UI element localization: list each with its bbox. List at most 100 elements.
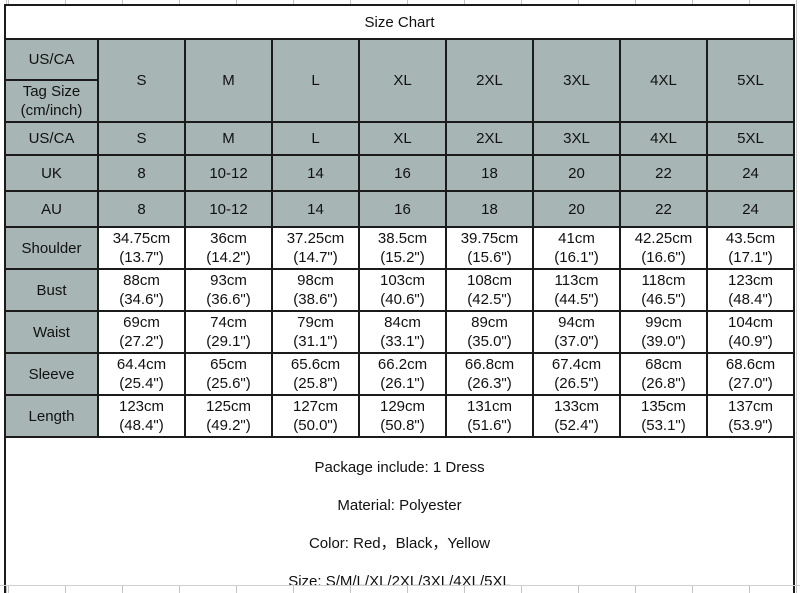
cell: 135cm (53.1")	[619, 394, 708, 438]
cell: XL	[358, 121, 447, 156]
cell: 94cm (37.0")	[532, 310, 621, 354]
cell: 36cm (14.2")	[184, 226, 273, 270]
header-size-3xl: 3XL	[532, 38, 621, 123]
cell: 18	[445, 154, 534, 192]
row-label: US/CA	[4, 121, 99, 156]
header-size-xl: XL	[358, 38, 447, 123]
header-size-2xl: 2XL	[445, 38, 534, 123]
cell: 65cm (25.6")	[184, 352, 273, 396]
spreadsheet-gridline-right	[796, 0, 797, 593]
cell: 39.75cm (15.6")	[445, 226, 534, 270]
size-chart-table: Size Chart US/CA S M L XL 2XL 3XL 4XL 5X…	[3, 4, 796, 593]
header-size-l: L	[271, 38, 360, 123]
table-row-waist: Waist 69cm (27.2") 74cm (29.1") 79cm (31…	[4, 310, 796, 354]
cell: 34.75cm (13.7")	[97, 226, 186, 270]
cell: 43.5cm (17.1")	[705, 226, 796, 270]
cell: 10-12	[184, 154, 273, 192]
cell: 41cm (16.1")	[532, 226, 621, 270]
cell: 99cm (39.0")	[619, 310, 708, 354]
header-size-4xl: 4XL	[619, 38, 708, 123]
table-row-shoulder: Shoulder 34.75cm (13.7") 36cm (14.2") 37…	[4, 226, 796, 270]
cell: 5XL	[705, 121, 796, 156]
notes-row: Package include: 1 Dress Material: Polye…	[3, 436, 796, 593]
table-row-uk: UK 8 10-12 14 16 18 20 22 24	[4, 154, 796, 192]
cell: 3XL	[532, 121, 621, 156]
cell: 66.2cm (26.1")	[358, 352, 447, 396]
table-row-sleeve: Sleeve 64.4cm (25.4") 65cm (25.6") 65.6c…	[4, 352, 796, 396]
cell: 108cm (42.5")	[445, 268, 534, 312]
header-corner-tag-size: Tag Size (cm/inch)	[4, 79, 99, 123]
cell: 98cm (38.6")	[271, 268, 360, 312]
cell: 66.8cm (26.3")	[445, 352, 534, 396]
cell: 14	[271, 154, 360, 192]
cell: 123cm (48.4")	[97, 394, 186, 438]
cell: 127cm (50.0")	[271, 394, 360, 438]
notes-cell: Package include: 1 Dress Material: Polye…	[3, 436, 796, 593]
cell: 24	[705, 190, 796, 228]
cell: 113cm (44.5")	[532, 268, 621, 312]
table-row-au: AU 8 10-12 14 16 18 20 22 24	[4, 190, 796, 228]
cell: 14	[271, 190, 360, 228]
header-size-5xl: 5XL	[705, 38, 796, 123]
cell: 103cm (40.6")	[358, 268, 447, 312]
cell: 123cm (48.4")	[705, 268, 796, 312]
cell: 131cm (51.6")	[445, 394, 534, 438]
cell: 69cm (27.2")	[97, 310, 186, 354]
cell: 18	[445, 190, 534, 228]
cell: S	[97, 121, 186, 156]
cell: 68cm (26.8")	[619, 352, 708, 396]
cell: L	[271, 121, 360, 156]
table-row-usca: US/CA S M L XL 2XL 3XL 4XL 5XL	[4, 121, 796, 156]
row-label: Bust	[4, 268, 99, 312]
row-label: UK	[4, 154, 99, 192]
title-row: Size Chart	[3, 4, 796, 40]
cell: 22	[619, 154, 708, 192]
spreadsheet-gridlines-top	[0, 0, 800, 4]
cell: 42.25cm (16.6")	[619, 226, 708, 270]
table-title: Size Chart	[3, 4, 796, 40]
cell: 16	[358, 154, 447, 192]
cell: 65.6cm (25.8")	[271, 352, 360, 396]
cell: 20	[532, 154, 621, 192]
table-row-bust: Bust 88cm (34.6") 93cm (36.6") 98cm (38.…	[4, 268, 796, 312]
cell: 67.4cm (26.5")	[532, 352, 621, 396]
note-color: Color: Red，Black，Yellow	[308, 535, 491, 552]
cell: 37.25cm (14.7")	[271, 226, 360, 270]
header-row-1: US/CA S M L XL 2XL 3XL 4XL 5XL	[4, 38, 796, 123]
cell: 79cm (31.1")	[271, 310, 360, 354]
cell: 104cm (40.9")	[705, 310, 796, 354]
cell: 10-12	[184, 190, 273, 228]
cell: M	[184, 121, 273, 156]
cell: 64.4cm (25.4")	[97, 352, 186, 396]
cell: 84cm (33.1")	[358, 310, 447, 354]
header-size-s: S	[97, 38, 186, 123]
spreadsheet-gridlines-bottom	[0, 585, 800, 593]
cell: 89cm (35.0")	[445, 310, 534, 354]
cell: 24	[705, 154, 796, 192]
cell: 88cm (34.6")	[97, 268, 186, 312]
cell: 8	[97, 154, 186, 192]
header-row-2: Tag Size (cm/inch)	[4, 79, 794, 123]
cell: 125cm (49.2")	[184, 394, 273, 438]
cell: 22	[619, 190, 708, 228]
cell: 20	[532, 190, 621, 228]
note-material: Material: Polyester	[337, 497, 462, 514]
table-row-length: Length 123cm (48.4") 125cm (49.2") 127cm…	[4, 394, 796, 438]
cell: 8	[97, 190, 186, 228]
row-label: Sleeve	[4, 352, 99, 396]
cell: 133cm (52.4")	[532, 394, 621, 438]
cell: 4XL	[619, 121, 708, 156]
cell: 137cm (53.9")	[705, 394, 796, 438]
cell: 2XL	[445, 121, 534, 156]
cell: 93cm (36.6")	[184, 268, 273, 312]
row-label: AU	[4, 190, 99, 228]
cell: 16	[358, 190, 447, 228]
cell: 38.5cm (15.2")	[358, 226, 447, 270]
cell: 129cm (50.8")	[358, 394, 447, 438]
row-label: Length	[4, 394, 99, 438]
cell: 118cm (46.5")	[619, 268, 708, 312]
cell: 68.6cm (27.0")	[705, 352, 796, 396]
row-label: Shoulder	[4, 226, 99, 270]
header-corner-usca: US/CA	[4, 38, 99, 81]
note-package: Package include: 1 Dress	[314, 459, 485, 476]
